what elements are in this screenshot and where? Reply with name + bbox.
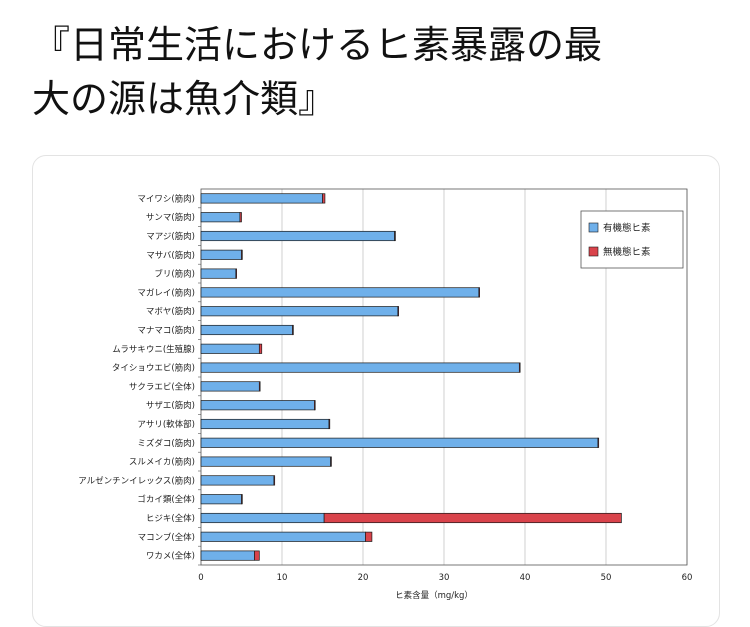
bar-inorganic	[322, 193, 326, 204]
category-label: マガレイ(筋肉)	[137, 287, 195, 298]
category-label: マイワシ(筋肉)	[137, 193, 195, 204]
bar-inorganic	[273, 475, 276, 486]
bar-organic	[200, 437, 599, 448]
bar-organic	[200, 362, 520, 373]
bar-organic	[200, 343, 260, 354]
bar-inorganic	[478, 287, 480, 298]
bar-organic	[200, 324, 293, 336]
post-title-line-2: 大の源は魚介類』	[32, 77, 337, 121]
category-label: マコンブ(全体)	[138, 532, 195, 543]
bar-inorganic	[597, 437, 600, 448]
category-label: ブリ(筋肉)	[154, 269, 195, 280]
bar-inorganic	[254, 550, 260, 561]
bar-inorganic	[323, 512, 622, 524]
bar-organic	[200, 475, 275, 486]
bar-organic	[200, 531, 366, 542]
category-label: ゴカイ類(全体)	[137, 494, 195, 505]
x-tick-label: 40	[520, 573, 531, 583]
x-tick-label: 0	[198, 573, 203, 583]
bar-inorganic	[394, 230, 396, 242]
bar-inorganic	[258, 343, 263, 354]
legend-swatch	[588, 222, 599, 233]
x-tick-label: 50	[601, 573, 612, 583]
bar-inorganic	[241, 249, 243, 260]
bar-inorganic	[330, 456, 332, 467]
post-title: 『日常生活におけるヒ素暴露の最 大の源は魚介類』	[32, 18, 732, 126]
post-title-line-1: 『日常生活におけるヒ素暴露の最	[32, 23, 603, 67]
category-label: マアジ(筋肉)	[146, 231, 195, 242]
bar-organic	[200, 249, 242, 260]
legend-swatch	[588, 246, 599, 257]
category-label: サザエ(筋肉)	[146, 400, 195, 411]
category-label: ヒジキ(全体)	[146, 513, 195, 524]
bar-organic	[200, 550, 255, 561]
legend-box	[580, 210, 684, 269]
bar-organic	[200, 512, 325, 524]
bar-organic	[200, 381, 260, 392]
bar-inorganic	[239, 212, 242, 223]
bar-inorganic	[258, 381, 261, 392]
category-label: マサバ(筋肉)	[146, 250, 195, 261]
legend-label: 無機態ヒ素	[603, 246, 651, 258]
bar-organic	[200, 193, 323, 204]
x-axis-label: ヒ素含量（mg/kg）	[395, 590, 473, 601]
arsenic-bar-chart: 0 10 20 30 40 50 60 マイワシ(筋肉) サンマ(筋肉) マアジ(筋肉) マサバ(筋…	[78, 188, 693, 601]
bar-inorganic	[397, 306, 399, 317]
legend-label: 有機態ヒ素	[603, 222, 651, 234]
category-label: スルメイカ(筋肉)	[129, 457, 195, 468]
x-tick-label: 60	[682, 573, 693, 583]
category-label: アルゼンチンイレックス(筋肉)	[78, 475, 195, 486]
category-label: アサリ(軟体部)	[137, 419, 195, 430]
bar-inorganic	[365, 531, 373, 542]
category-label: ミズダコ(筋肉)	[137, 438, 195, 449]
category-label: サンマ(筋肉)	[146, 212, 195, 223]
bar-inorganic	[292, 324, 294, 336]
bar-organic	[200, 230, 395, 242]
chart-card[interactable]: 0 10 20 30 40 50 60 マイワシ(筋肉) サンマ(筋肉) マアジ(筋肉) マサバ(筋…	[32, 155, 720, 627]
category-label: タイショウエビ(筋肉)	[112, 363, 195, 374]
bar-inorganic	[328, 418, 331, 430]
bar-inorganic	[241, 494, 243, 505]
bar-organic	[200, 212, 241, 223]
category-label: サクラエビ(全体)	[129, 381, 195, 392]
bar-organic	[200, 456, 331, 467]
bar-organic	[200, 287, 480, 298]
category-label: ワカメ(全体)	[146, 551, 195, 562]
bar-inorganic	[518, 362, 521, 373]
bar-organic	[200, 494, 242, 505]
category-label: マボヤ(筋肉)	[146, 306, 195, 317]
bar-inorganic	[235, 268, 237, 279]
bar-organic	[200, 306, 399, 317]
bar-inorganic	[314, 400, 316, 411]
x-tick-label: 10	[277, 573, 288, 583]
bar-organic	[200, 268, 237, 279]
category-label: ムラサキウニ(生殖腺)	[112, 344, 195, 355]
category-label: マナマコ(筋肉)	[137, 325, 195, 336]
x-tick-label: 30	[439, 573, 450, 583]
x-tick-label: 20	[358, 573, 369, 583]
bar-organic	[200, 400, 315, 411]
bar-organic	[200, 418, 330, 430]
